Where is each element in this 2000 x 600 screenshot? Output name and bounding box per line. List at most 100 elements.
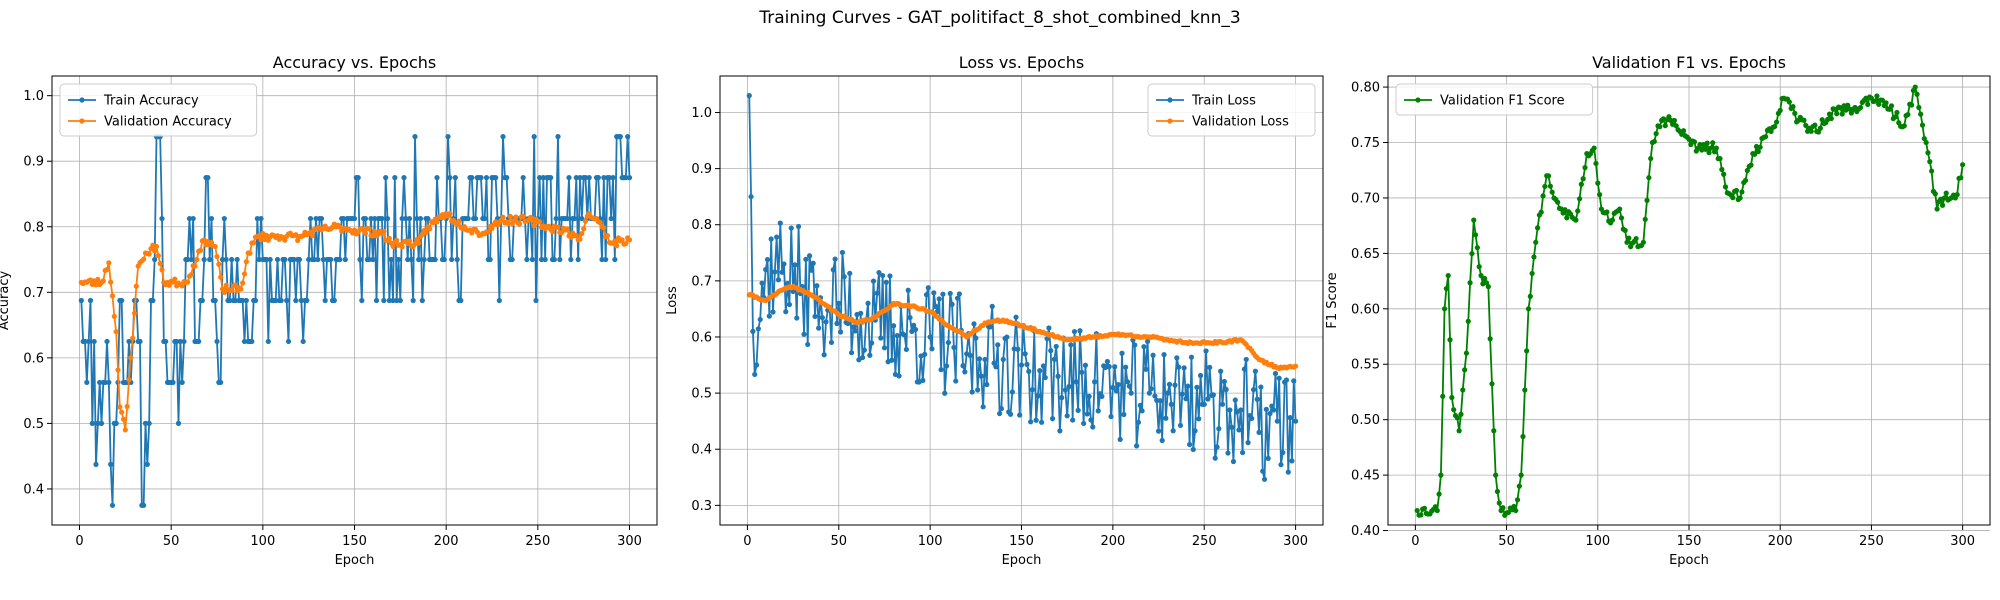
data-point <box>172 276 178 282</box>
data-point <box>555 134 561 140</box>
data-point <box>1737 195 1743 201</box>
y-tick-label: 0.8 <box>691 218 712 233</box>
data-point <box>960 363 966 369</box>
data-point <box>1000 356 1006 363</box>
data-point <box>1888 103 1895 109</box>
data-point <box>1722 184 1729 190</box>
data-point <box>152 248 158 254</box>
data-point <box>971 321 977 327</box>
data-point <box>232 297 238 304</box>
data-point <box>859 354 866 361</box>
data-point <box>119 409 125 415</box>
data-point <box>1071 328 1078 335</box>
data-point <box>295 237 301 244</box>
data-point <box>1702 146 1709 152</box>
data-point <box>803 256 809 262</box>
data-point <box>441 256 447 263</box>
data-point <box>447 211 453 217</box>
data-point <box>1706 150 1712 156</box>
data-point <box>601 225 607 231</box>
data-point <box>445 134 451 140</box>
data-point <box>531 134 537 140</box>
y-tick-label: 0.9 <box>691 162 712 177</box>
data-point <box>1194 384 1200 390</box>
data-point <box>1772 123 1778 130</box>
figure-title: Training Curves - GAT_politifact_8_shot_… <box>759 8 1241 28</box>
data-point <box>315 256 321 263</box>
x-axis-label: Epoch <box>1002 553 1042 568</box>
data-point <box>551 256 557 263</box>
data-point <box>805 341 811 348</box>
data-point <box>1691 139 1698 145</box>
y-tick-label: 0.70 <box>1351 191 1380 206</box>
data-point <box>1489 381 1495 387</box>
data-point <box>1460 387 1466 393</box>
y-tick-label: 0.80 <box>1351 81 1380 96</box>
data-point <box>1261 476 1268 482</box>
data-point <box>1150 352 1156 358</box>
data-point <box>1166 381 1173 387</box>
data-point <box>559 230 565 236</box>
data-point <box>896 373 902 379</box>
data-point <box>188 256 194 263</box>
data-point <box>1540 193 1546 199</box>
x-tick-label: 150 <box>1677 534 1702 549</box>
data-point <box>1582 165 1588 171</box>
data-point <box>219 256 226 263</box>
data-point <box>146 251 152 257</box>
data-point <box>1172 382 1178 388</box>
data-point <box>410 297 416 304</box>
data-point <box>1250 387 1257 393</box>
data-point <box>777 220 783 226</box>
data-point <box>1777 107 1783 114</box>
y-axis-label: Accuracy <box>0 271 12 331</box>
y-tick-label: 0.50 <box>1351 413 1380 428</box>
data-point <box>291 256 297 263</box>
data-point <box>500 214 506 220</box>
data-point <box>1146 390 1153 396</box>
data-point <box>1467 280 1473 286</box>
data-point <box>537 219 543 225</box>
x-tick-label: 50 <box>163 534 180 549</box>
data-point <box>573 232 579 239</box>
x-tick-label: 200 <box>434 534 459 549</box>
data-point <box>1185 383 1191 389</box>
data-point <box>982 356 988 363</box>
data-point <box>1547 183 1553 189</box>
data-point <box>993 364 999 370</box>
data-point <box>300 338 306 345</box>
data-point <box>1263 406 1269 412</box>
data-point <box>362 215 369 222</box>
data-point <box>1037 368 1043 374</box>
y-tick-label: 0.55 <box>1351 358 1380 373</box>
data-point <box>337 256 343 263</box>
data-point <box>1463 350 1470 356</box>
data-point <box>1183 396 1189 402</box>
data-point <box>93 282 99 288</box>
data-point <box>1081 420 1087 427</box>
data-point <box>240 280 246 286</box>
data-point <box>1733 187 1740 194</box>
data-point <box>212 297 218 304</box>
data-point <box>1826 111 1833 117</box>
data-point <box>241 338 248 345</box>
data-point <box>199 297 205 304</box>
data-point <box>1617 206 1623 212</box>
data-point <box>779 269 785 275</box>
data-point <box>1196 416 1202 422</box>
data-point <box>146 420 152 426</box>
data-point <box>626 237 633 243</box>
data-point <box>406 238 413 244</box>
data-point <box>1163 415 1169 421</box>
legend-swatch-marker <box>1167 118 1173 124</box>
data-point <box>192 263 198 269</box>
data-point <box>1418 512 1424 518</box>
f1-chart: 0 50 100 150 200 250 300 0.40 0.45 0.50 0.55 0.60 0.… <box>1325 53 1991 568</box>
data-point <box>1914 91 1920 97</box>
data-point <box>1874 93 1880 99</box>
data-point <box>1165 390 1171 396</box>
data-point <box>423 229 429 236</box>
data-point <box>240 297 246 304</box>
data-point <box>201 256 207 263</box>
data-point <box>1651 138 1657 145</box>
